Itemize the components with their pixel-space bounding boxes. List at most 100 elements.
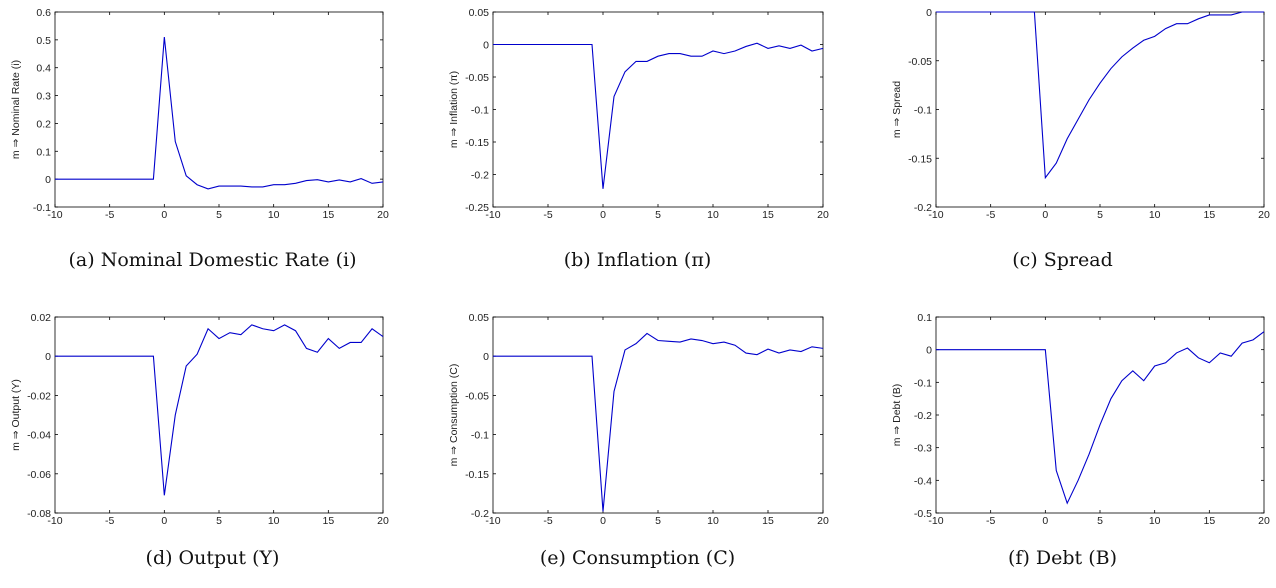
x-tick-label: 0 [1042, 209, 1048, 221]
x-tick-label: 10 [268, 209, 280, 221]
x-tick-label: -10 [928, 209, 943, 221]
y-axis-label: m ⇒ Inflation (π) [448, 71, 460, 148]
y-tick-label: -0.1 [33, 202, 51, 214]
x-tick-label: 20 [1258, 209, 1270, 221]
caption-debt: (f) Debt (B) [1008, 547, 1117, 569]
debt-plot: -10 -5 0 5 10 15 20 -0.5 -0.4 -0.3 -0.2 -0.1 0 0.1 m ⇒… [891, 312, 1270, 527]
y-tick-label: 0.1 [36, 146, 51, 158]
series-line [936, 331, 1265, 505]
y-tick-label: -0.08 [27, 508, 51, 520]
y-axis-label: m ⇒ Output (Y) [10, 379, 22, 451]
y-tick-label: -0.04 [27, 430, 51, 442]
x-tick-label: 0 [161, 209, 167, 221]
x-tick-label: 15 [762, 515, 774, 527]
x-tick-label: 10 [268, 515, 280, 527]
y-tick-label: -0.4 [914, 475, 932, 487]
y-axis-label: m ⇒ Consumption (C) [448, 364, 460, 467]
y-tick-label: -0.2 [914, 202, 932, 214]
x-tick-label: 0 [161, 515, 167, 527]
spread-plot: -10 -5 0 5 10 15 20 -0.2 -0.15 -0.1 -0.05 0 m ⇒ Spre… [891, 7, 1270, 221]
y-tick-label: -0.05 [465, 72, 489, 84]
x-tick-label: 0 [600, 209, 606, 221]
x-tick-label: 15 [1203, 515, 1215, 527]
y-tick-label: -0.1 [471, 105, 489, 117]
plot-frame [935, 11, 1265, 208]
y-tick-label: -0.25 [465, 202, 489, 214]
x-tick-label: 5 [1097, 515, 1103, 527]
y-tick-label: 0 [483, 40, 489, 52]
x-tick-label: 10 [1149, 209, 1161, 221]
x-tick-label: 20 [817, 515, 829, 527]
x-tick-label: 10 [707, 515, 719, 527]
y-tick-label: -0.15 [465, 137, 489, 149]
series-line [55, 37, 384, 190]
x-tick-label: -5 [543, 209, 552, 221]
x-tick-label: 10 [707, 209, 719, 221]
chart-panel-inflation: -10 -5 0 5 10 15 20 -0.25 -0.2 -0.15 -0.1 -0.05 0 0.0… [425, 0, 850, 294]
chart-panel-output: -10 -5 0 5 10 15 20 -0.08 -0.06 -0.04 -0.02 0 0.02 m … [0, 294, 425, 588]
y-tick-label: -0.1 [471, 430, 489, 442]
series-line [55, 324, 384, 496]
chart-panel-spread: -10 -5 0 5 10 15 20 -0.2 -0.15 -0.1 -0.05 0 m ⇒ Spre… [850, 0, 1275, 294]
caption-consumption: (e) Consumption (C) [539, 547, 736, 569]
y-tick-label: 0.1 [917, 312, 932, 324]
y-axis-label: m ⇒ Debt (B) [891, 384, 903, 446]
y-tick-label: 0 [926, 7, 932, 19]
x-tick-label: -10 [485, 515, 500, 527]
x-tick-label: 5 [216, 209, 222, 221]
y-tick-label: -0.2 [471, 170, 489, 182]
y-tick-label: 0.02 [31, 312, 52, 324]
y-tick-label: 0 [483, 351, 489, 363]
caption-output: (d) Output (Y) [145, 547, 280, 569]
chart-panel-consumption: -10 -5 0 5 10 15 20 -0.2 -0.15 -0.1 -0.05 0 0.05 m ⇒ … [425, 294, 850, 588]
x-tick-label: 5 [216, 515, 222, 527]
y-tick-label: 0.05 [469, 7, 490, 19]
chart-panel-nominal-rate: -10 -5 0 5 10 15 20 -0.1 0 0.1 0.2 0.3 0.4 0.5 0.6 m ⇒ … [0, 0, 425, 294]
nominal-rate-plot: -10 -5 0 5 10 15 20 -0.1 0 0.1 0.2 0.3 0.4 0.5 0.6 m ⇒ … [10, 7, 389, 221]
x-tick-label: -5 [986, 209, 995, 221]
y-axis-label: m ⇒ Nominal Rate (i) [10, 60, 22, 159]
y-axis-label: m ⇒ Spread [891, 81, 903, 138]
y-tick-label: 0.6 [36, 7, 51, 19]
plot-frame [54, 11, 384, 208]
x-tick-label: -10 [47, 515, 62, 527]
y-tick-label: -0.05 [908, 56, 932, 68]
y-tick-label: 0.2 [36, 118, 51, 130]
x-tick-label: 10 [1149, 515, 1161, 527]
x-tick-label: 5 [1097, 209, 1103, 221]
caption-spread: (c) Spread [1012, 249, 1113, 271]
y-tick-label: 0.3 [36, 91, 51, 103]
caption-inflation: (b) Inflation (π) [563, 249, 712, 271]
y-tick-label: 0.4 [36, 63, 51, 75]
y-tick-label: -0.1 [914, 377, 932, 389]
y-tick-label: 0.05 [469, 312, 490, 324]
x-tick-label: 20 [817, 209, 829, 221]
consumption-plot: -10 -5 0 5 10 15 20 -0.2 -0.15 -0.1 -0.05 0 0.05 m ⇒ … [448, 312, 829, 527]
chart-panel-debt: -10 -5 0 5 10 15 20 -0.5 -0.4 -0.3 -0.2 -0.1 0 0.1 m ⇒… [850, 294, 1275, 588]
x-tick-label: -5 [105, 515, 114, 527]
series-line [936, 11, 1264, 180]
output-plot: -10 -5 0 5 10 15 20 -0.08 -0.06 -0.04 -0.02 0 0.02 m … [10, 312, 389, 527]
x-tick-label: -10 [928, 515, 943, 527]
series-line [493, 42, 824, 189]
plot-frame [935, 316, 1265, 514]
series-line [493, 332, 824, 512]
x-tick-label: 15 [322, 515, 334, 527]
y-tick-label: -0.02 [27, 390, 51, 402]
y-tick-label: -0.2 [471, 508, 489, 520]
y-tick-label: -0.15 [908, 153, 932, 165]
inflation-plot: -10 -5 0 5 10 15 20 -0.25 -0.2 -0.15 -0.1 -0.05 0 0.0… [448, 7, 829, 221]
x-tick-label: 15 [1203, 209, 1215, 221]
x-tick-label: 20 [377, 515, 389, 527]
y-tick-label: 0 [45, 174, 51, 186]
caption-nominal-rate: (a) Nominal Domestic Rate (i) [68, 249, 357, 271]
plot-frame [54, 316, 384, 514]
x-tick-label: 0 [1042, 515, 1048, 527]
y-tick-label: -0.15 [465, 469, 489, 481]
y-tick-label: 0 [926, 345, 932, 357]
x-tick-label: -5 [986, 515, 995, 527]
y-tick-label: -0.06 [27, 469, 51, 481]
x-tick-label: -5 [543, 515, 552, 527]
y-tick-label: -0.05 [465, 390, 489, 402]
y-tick-label: -0.2 [914, 410, 932, 422]
